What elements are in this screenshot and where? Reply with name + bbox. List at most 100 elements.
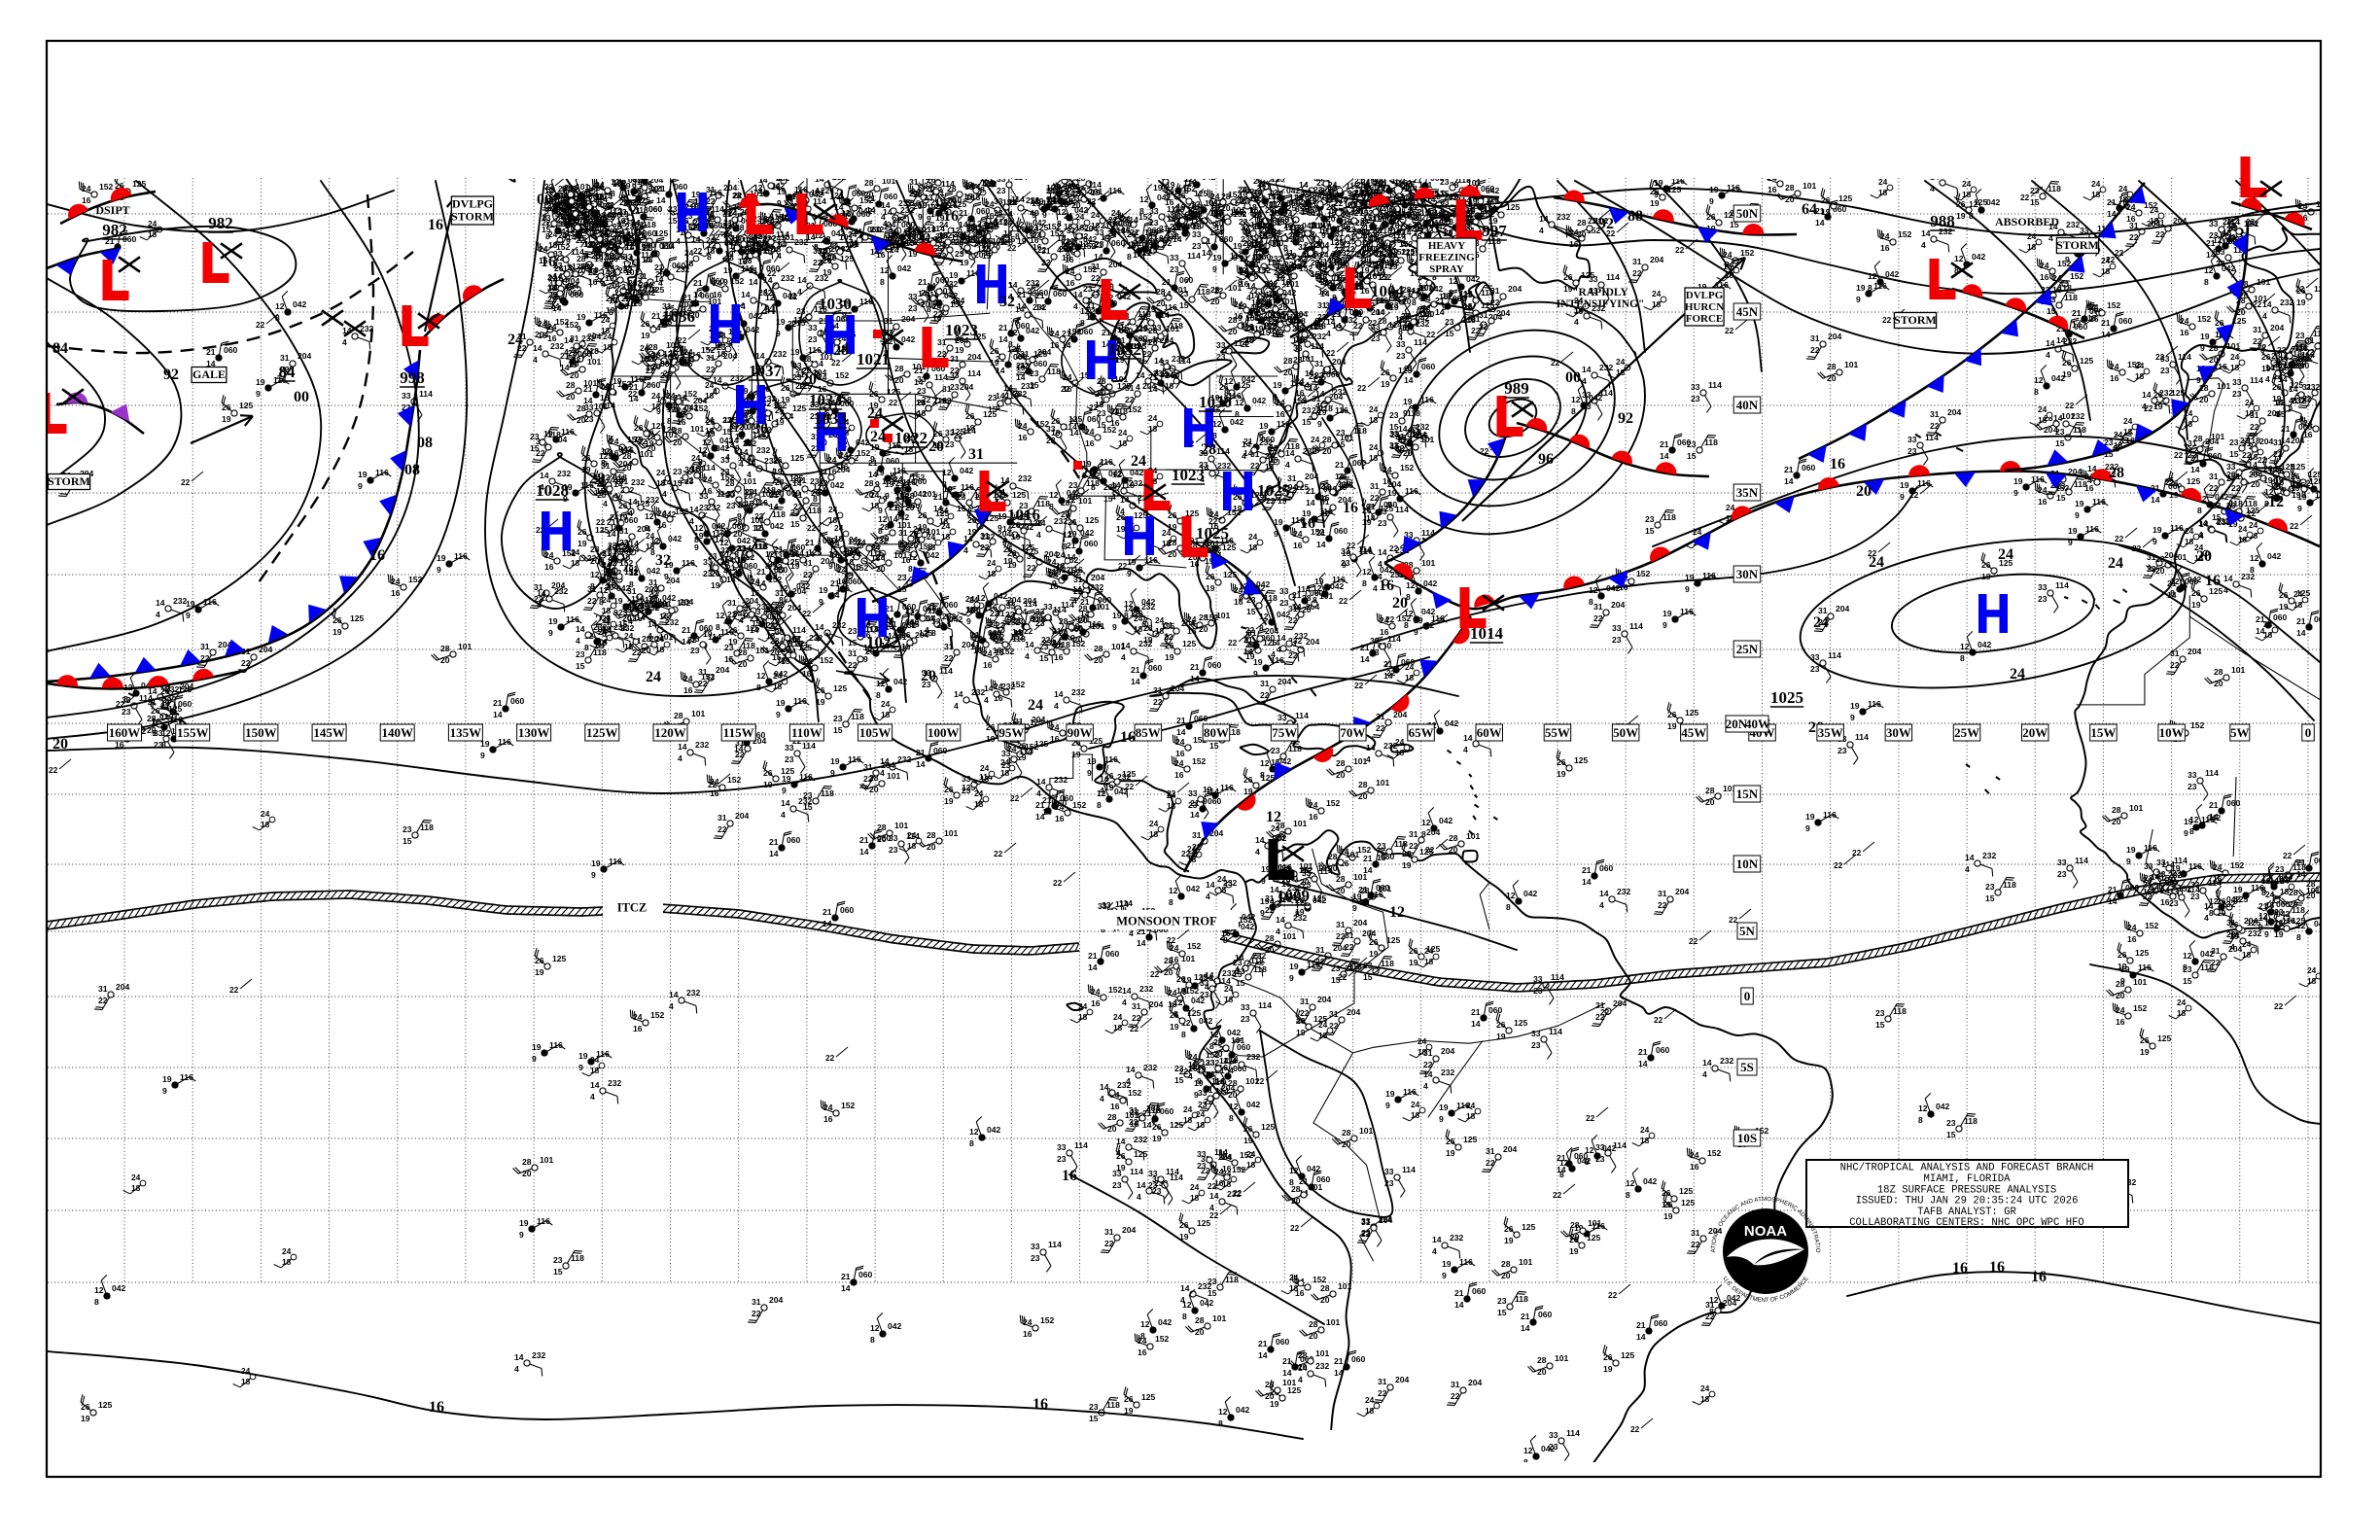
svg-text:ITCZ: ITCZ [617,900,648,914]
svg-text:00: 00 [1565,369,1581,386]
svg-text:1036: 1036 [662,307,695,326]
svg-text:90W: 90W [1068,725,1093,740]
svg-text:16: 16 [943,208,959,225]
svg-text:20: 20 [1856,483,1872,500]
svg-text:50N: 50N [1736,206,1759,221]
svg-text:1021: 1021 [857,350,890,368]
svg-text:1030: 1030 [819,295,852,313]
svg-text:25N: 25N [1736,642,1759,656]
svg-text:12: 12 [828,187,844,203]
svg-text:24: 24 [2010,666,2025,682]
svg-text:84: 84 [279,363,297,381]
svg-text:16: 16 [2205,573,2221,589]
svg-text:24: 24 [760,301,776,318]
svg-text:16: 16 [1032,1396,1048,1413]
svg-text:135W: 135W [450,725,482,740]
svg-text:20: 20 [52,736,68,752]
svg-text:24: 24 [2108,555,2123,572]
svg-text:28: 28 [1201,441,1216,458]
svg-text:1032: 1032 [1108,340,1141,359]
svg-text:24: 24 [885,237,900,254]
svg-text:35W: 35W [1818,725,1843,740]
svg-text:HEAVY: HEAVY [1428,240,1465,252]
svg-text:NOAA: NOAA [1744,1223,1787,1240]
svg-text:1022: 1022 [866,633,899,651]
svg-text:1025: 1025 [1196,524,1229,542]
svg-text:20W: 20W [2022,725,2048,740]
svg-text:16: 16 [429,1399,444,1416]
svg-text:12: 12 [1266,809,1281,825]
svg-text:1033: 1033 [814,409,847,428]
svg-text:16: 16 [1300,515,1315,532]
svg-text:16: 16 [1062,1168,1077,1184]
svg-text:GALE: GALE [192,368,226,381]
svg-text:10S: 10S [1737,1131,1757,1145]
svg-text:STORM: STORM [451,210,494,224]
svg-text:140W: 140W [382,725,414,740]
svg-text:40W: 40W [1745,717,1770,731]
svg-text:70W: 70W [1340,725,1365,740]
svg-text:24: 24 [646,669,661,685]
svg-text:24: 24 [870,429,886,445]
svg-text:08: 08 [417,435,433,451]
svg-text:65W: 65W [1409,725,1434,740]
svg-text:STORM: STORM [1894,313,1937,327]
svg-text:20: 20 [928,438,944,455]
svg-text:28: 28 [2109,465,2124,481]
svg-text:STORM: STORM [48,474,90,488]
svg-text:32: 32 [999,294,1015,310]
svg-text:110W: 110W [791,725,822,740]
svg-text:92: 92 [163,367,179,383]
svg-text:75W: 75W [1272,725,1297,740]
svg-text:16: 16 [541,254,556,270]
svg-text:92: 92 [1618,410,1633,427]
svg-text:20: 20 [2196,548,2212,565]
svg-text:24: 24 [1998,546,2013,563]
svg-text:1025: 1025 [1770,688,1803,707]
svg-text:MIAMI, FLORIDA: MIAMI, FLORIDA [1923,1173,2011,1185]
svg-text:1022: 1022 [894,429,928,447]
svg-text:60W: 60W [1477,725,1502,740]
svg-text:982: 982 [208,214,233,232]
svg-text:1023: 1023 [945,321,978,339]
svg-text:00: 00 [294,389,309,405]
svg-text:16: 16 [1379,578,1394,594]
svg-text:5N: 5N [1739,924,1756,938]
svg-text:45N: 45N [1736,304,1759,319]
svg-text:160W: 160W [109,725,141,740]
svg-text:DVLPG: DVLPG [1686,290,1724,301]
svg-text:145W: 145W [313,725,345,740]
svg-text:989: 989 [1504,379,1529,398]
svg-text:24: 24 [1028,697,1043,714]
svg-text:08: 08 [404,462,420,478]
svg-text:84: 84 [52,340,68,357]
svg-text:1028: 1028 [536,481,569,500]
svg-text:20: 20 [1392,595,1408,612]
svg-text:88: 88 [1628,208,1643,225]
svg-text:16: 16 [1830,456,1845,472]
svg-text:30W: 30W [1886,725,1911,740]
svg-text:12: 12 [2268,494,2284,510]
svg-text:105W: 105W [859,725,892,740]
svg-text:24: 24 [1869,554,1884,571]
svg-text:24: 24 [867,405,883,422]
svg-text:24: 24 [1131,453,1146,470]
svg-text:16: 16 [1989,1259,2005,1276]
svg-text:35N: 35N [1736,485,1759,500]
svg-text:32: 32 [655,552,671,569]
svg-text:25W: 25W [1954,725,1979,740]
svg-text:HURCN: HURCN [1685,301,1724,313]
svg-text:COLLABORATING CENTERS: NHC OPC: COLLABORATING CENTERS: NHC OPC WPC HFO [1849,1217,2084,1229]
svg-text:36: 36 [752,421,768,438]
svg-text:FORCE: FORCE [1686,313,1724,325]
svg-text:0: 0 [2305,725,2312,740]
svg-text:28: 28 [589,471,605,487]
svg-text:28: 28 [833,342,849,359]
svg-text:ISSUED: THU JAN 29 20:35:24 UT: ISSUED: THU JAN 29 20:35:24 UTC 2026 [1856,1196,2079,1208]
svg-text:16: 16 [1120,729,1136,746]
svg-text:155W: 155W [177,725,209,740]
svg-text:10W: 10W [2159,725,2185,740]
svg-text:997: 997 [1482,222,1507,240]
svg-text:16: 16 [369,547,385,564]
svg-text:80W: 80W [1204,725,1229,740]
